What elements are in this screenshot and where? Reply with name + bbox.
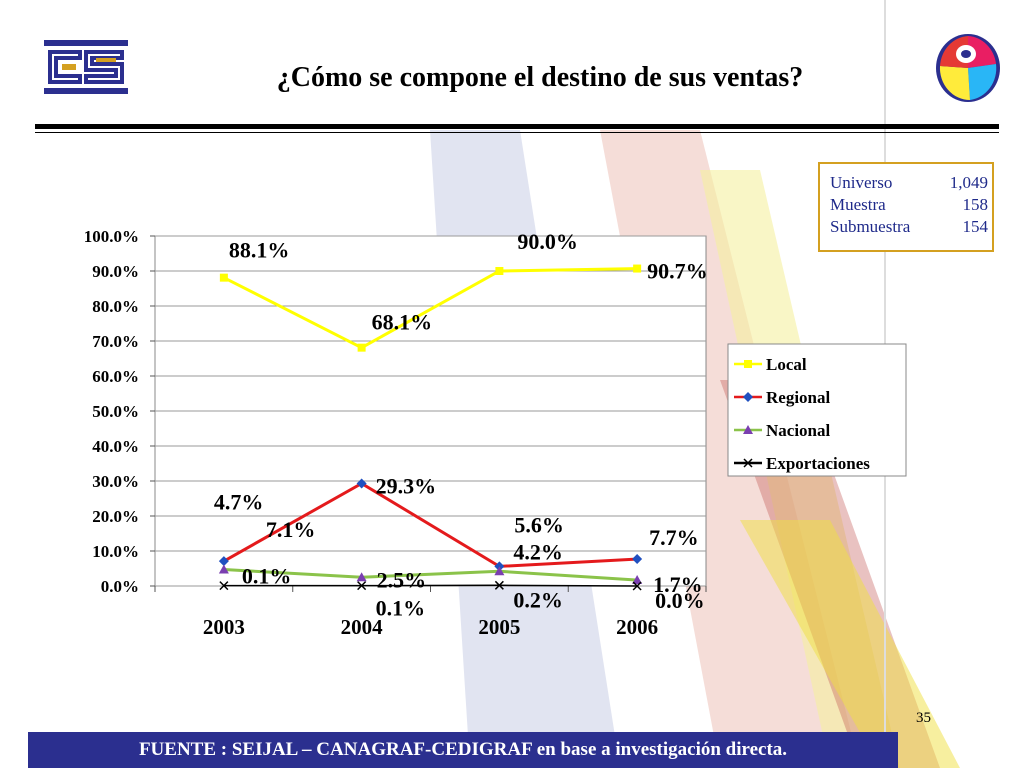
x-tick-label: 2004 [341, 615, 384, 639]
data-label-local: 68.1% [372, 310, 433, 335]
data-label-exportaciones: 0.2% [513, 587, 563, 612]
legend-entry-exportaciones: Exportaciones [766, 454, 870, 473]
y-tick-label: 60.0% [92, 367, 139, 386]
legend-marker-exportaciones [743, 458, 753, 468]
data-label-exportaciones: 0.0% [655, 588, 705, 613]
sample-value: 1,049 [949, 173, 988, 192]
data-label-local: 88.1% [229, 238, 290, 263]
data-point-regional [632, 554, 643, 565]
source-footer: FUENTE : SEIJAL – CANAGRAF-CEDIGRAF en b… [28, 732, 898, 768]
sample-value: 154 [962, 217, 989, 236]
title-divider-thin [35, 132, 999, 133]
data-point-local [219, 273, 228, 282]
y-tick-label: 10.0% [92, 542, 139, 561]
legend-entry-nacional: Nacional [766, 421, 831, 440]
y-tick-label: 40.0% [92, 437, 139, 456]
data-point-regional [218, 556, 229, 567]
y-tick-label: 80.0% [92, 297, 139, 316]
sample-row-universo: Universo 1,049 [830, 172, 992, 194]
sample-row-muestra: Muestra 158 [830, 194, 992, 216]
data-point-local [357, 343, 366, 352]
data-point-exportaciones [357, 581, 367, 591]
y-tick-label: 20.0% [92, 507, 139, 526]
sample-label: Submuestra [830, 217, 911, 236]
data-point-exportaciones [219, 581, 229, 591]
data-label-exportaciones: 0.1% [242, 564, 292, 589]
x-tick-label: 2003 [203, 615, 245, 639]
legend-box [727, 343, 907, 477]
data-point-exportaciones [632, 581, 642, 591]
y-tick-label: 0.0% [101, 577, 139, 596]
data-point-exportaciones [494, 580, 504, 590]
title-divider-thick [35, 124, 999, 129]
data-label-nacional: 4.2% [513, 539, 563, 564]
legend-entry-regional: Regional [766, 388, 831, 407]
sample-label: Muestra [830, 195, 886, 214]
legend-entry-local: Local [766, 355, 807, 374]
sample-size-box: Universo 1,049 Muestra 158 Submuestra 15… [818, 162, 994, 252]
data-point-nacional [632, 575, 643, 585]
legend-marker-local [744, 360, 752, 368]
page-title: ¿Cómo se compone el destino de sus venta… [276, 62, 804, 93]
data-label-regional: 7.1% [266, 517, 316, 542]
data-label-nacional: 2.5% [377, 567, 427, 592]
y-tick-label: 30.0% [92, 472, 139, 491]
data-label-nacional: 1.7% [653, 572, 703, 597]
data-label-regional: 5.6% [514, 512, 564, 537]
series-line-regional [223, 481, 638, 568]
data-label-local: 90.0% [517, 229, 578, 254]
data-point-regional [356, 478, 367, 489]
organization-logo [44, 40, 128, 94]
series-line-nacional [223, 568, 638, 582]
y-tick-label: 50.0% [92, 402, 139, 421]
data-point-nacional [356, 572, 367, 582]
data-point-local [495, 267, 504, 275]
series-line-exportaciones [223, 584, 638, 587]
x-tick-label: 2006 [616, 615, 658, 639]
x-tick-label: 2005 [478, 615, 520, 639]
data-point-nacional [494, 566, 505, 576]
y-tick-label: 90.0% [92, 262, 139, 281]
y-tick-label: 100.0% [84, 227, 139, 246]
data-point-local [633, 264, 642, 273]
sample-label: Universo [830, 173, 893, 192]
data-label-nacional: 4.7% [214, 490, 264, 515]
series-line-local [223, 267, 638, 350]
data-point-nacional [218, 564, 229, 574]
partner-logo [936, 34, 1000, 102]
y-tick-label: 70.0% [92, 332, 139, 351]
sample-value: 158 [962, 195, 989, 214]
data-label-local: 90.7% [647, 259, 708, 284]
data-label-exportaciones: 0.1% [376, 596, 426, 621]
sample-row-submuestra: Submuestra 154 [830, 216, 992, 238]
legend-marker-nacional [743, 425, 753, 434]
data-label-regional: 29.3% [376, 473, 437, 498]
legend-marker-regional [743, 392, 753, 402]
data-label-regional: 7.7% [649, 525, 699, 550]
page-number: 35 [916, 710, 931, 726]
